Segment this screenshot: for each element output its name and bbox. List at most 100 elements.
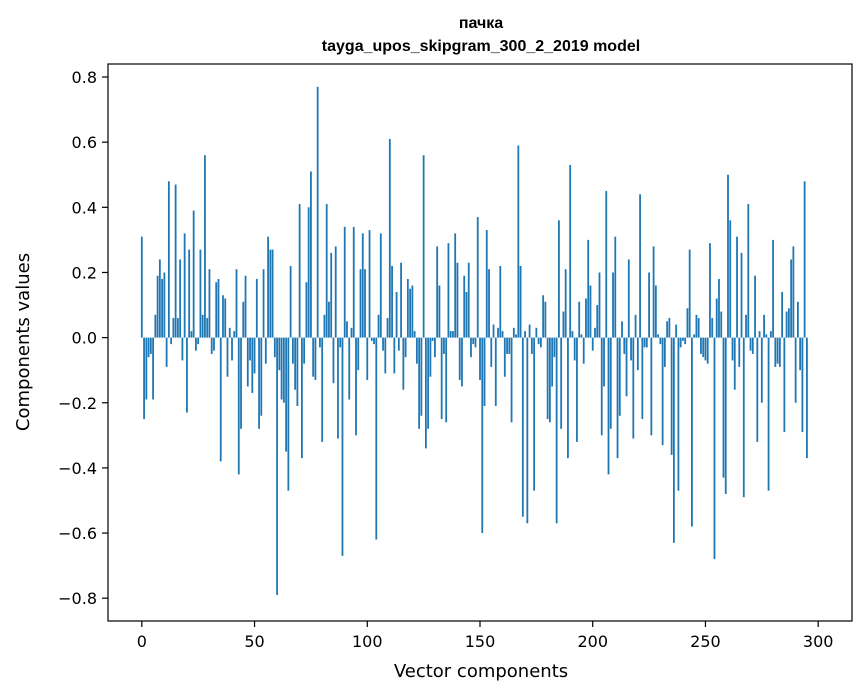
bar-40 [231,337,233,361]
bar-160 [501,331,504,338]
bar-15 [174,184,177,338]
bar-64 [285,337,288,452]
bar-26 [199,249,202,338]
bar-109 [386,318,389,338]
bar-10 [163,272,166,338]
bar-105 [377,314,380,338]
bar-103 [373,337,375,345]
bar-264 [736,236,738,338]
bar-136 [447,243,450,338]
bar-79 [319,337,321,348]
bar-258 [722,337,725,478]
bar-67 [291,337,294,364]
bar-221 [639,194,641,338]
bar-185 [558,220,560,338]
bar-271 [751,337,754,354]
bar-113 [395,292,398,338]
bar-101 [368,230,371,338]
bar-150 [479,337,481,380]
y-tick-label: −0.4 [58,459,97,478]
bar-126 [424,337,427,449]
y-tick-label: 0.2 [72,263,97,282]
bar-243 [688,249,691,338]
bar-196 [582,337,585,364]
bar-85 [332,337,335,384]
bar-43 [237,337,240,475]
bar-216 [627,259,630,338]
bar-71 [300,337,303,459]
bar-149 [476,217,479,338]
bar-14 [172,318,175,338]
bar-213 [621,321,623,338]
x-tick-label: 300 [803,632,834,651]
plot-frame [107,63,853,622]
bar-138 [452,331,454,338]
bar-204 [600,337,603,436]
bar-284 [781,292,784,338]
bar-252 [709,243,711,338]
y-tick-label: 0.0 [72,329,97,348]
bar-228 [654,285,657,338]
bar-197 [585,298,587,338]
bar-178 [542,295,545,338]
bar-89 [341,337,344,556]
bar-123 [418,337,421,429]
bar-170 [524,331,526,338]
bar-117 [404,337,407,358]
bar-260 [727,174,729,338]
bar-34 [217,278,220,338]
bar-291 [796,301,799,338]
bar-132 [438,285,441,338]
bar-127 [427,337,430,429]
bar-212 [618,337,621,416]
bar-174 [533,337,536,491]
bar-35 [219,337,222,462]
bar-240 [682,337,684,341]
bar-251 [706,337,709,364]
bar-171 [526,337,529,524]
bar-45 [242,301,245,338]
bar-249 [702,337,705,358]
bar-244 [691,337,693,527]
bar-200 [591,337,594,351]
bar-279 [769,331,772,338]
bar-184 [555,337,558,524]
bar-108 [384,337,387,374]
bar-288 [790,259,793,338]
bar-102 [370,337,373,341]
bar-62 [280,337,283,400]
bar-50 [253,337,256,374]
bar-208 [609,337,612,429]
bar-269 [747,204,750,338]
bar-172 [528,324,531,338]
bar-157 [494,337,497,407]
bar-267 [742,337,745,498]
bar-18 [181,337,184,361]
bar-114 [397,337,400,351]
bar-176 [537,337,540,345]
bar-129 [431,337,434,341]
bar-80 [321,337,324,442]
bar-239 [679,337,682,348]
bar-207 [607,337,610,475]
bar-277 [765,334,768,338]
bar-143 [463,275,466,338]
bar-36 [222,295,224,338]
bar-233 [666,321,669,338]
bar-220 [636,337,639,371]
bar-276 [763,314,765,338]
bar-6 [154,314,157,338]
bar-286 [785,311,788,338]
bar-122 [415,337,418,364]
x-tick-label: 250 [690,632,721,651]
bar-52 [258,337,260,429]
x-tick-label: 150 [465,632,496,651]
bar-162 [506,337,508,354]
bar-154 [488,269,490,338]
bar-190 [569,164,572,338]
bar-97 [359,269,362,338]
bar-242 [686,308,689,338]
bar-74 [307,207,310,338]
bar-83 [328,301,330,338]
bar-167 [517,145,520,338]
